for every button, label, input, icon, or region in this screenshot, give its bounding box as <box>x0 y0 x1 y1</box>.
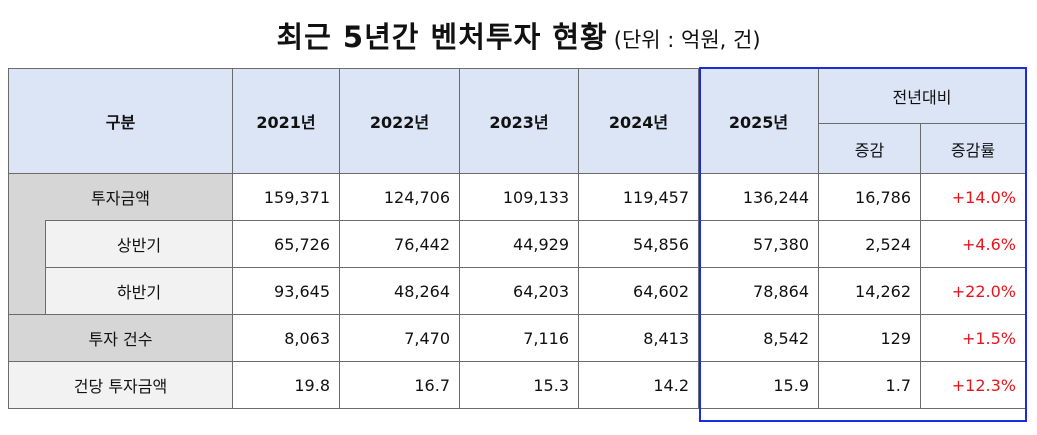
cell-change: 16,786 <box>818 173 921 221</box>
cell-value: 44,929 <box>459 220 579 268</box>
header-row-1: 구분 2021년 2022년 2023년 2024년 2025년 전년대비 <box>8 68 1026 174</box>
cell-value: 8,413 <box>578 314 699 362</box>
cell-value: 64,203 <box>459 267 579 315</box>
table-row: 하반기 93,645 48,264 64,203 64,602 78,864 1… <box>8 267 1026 315</box>
cell-value: 16.7 <box>339 361 460 409</box>
header-year-2024: 2024년 <box>578 68 699 174</box>
row-label: 하반기 <box>45 267 233 315</box>
cell-rate: +12.3% <box>920 361 1026 409</box>
cell-value: 7,470 <box>339 314 460 362</box>
row-label: 투자금액 <box>8 173 233 221</box>
header-category: 구분 <box>8 68 233 174</box>
header-year-2021: 2021년 <box>232 68 340 174</box>
cell-value: 14.2 <box>578 361 699 409</box>
cell-value: 8,063 <box>232 314 340 362</box>
header-year-2022: 2022년 <box>339 68 460 174</box>
cell-value: 64,602 <box>578 267 699 315</box>
row-label: 투자 건수 <box>8 314 233 362</box>
cell-value: 48,264 <box>339 267 460 315</box>
row-indent <box>8 220 46 268</box>
cell-value: 7,116 <box>459 314 579 362</box>
cell-value: 15.3 <box>459 361 579 409</box>
cell-rate: +1.5% <box>920 314 1026 362</box>
cell-value: 119,457 <box>578 173 699 221</box>
cell-value: 8,542 <box>698 314 819 362</box>
title-main: 최근 5년간 벤처투자 현황 <box>276 20 608 54</box>
cell-value: 136,244 <box>698 173 819 221</box>
venture-investment-table: 구분 2021년 2022년 2023년 2024년 2025년 전년대비 증감… <box>8 68 1026 409</box>
header-yoy-rate: 증감률 <box>920 123 1026 174</box>
cell-change: 129 <box>818 314 921 362</box>
table-row: 투자 건수 8,063 7,470 7,116 8,413 8,542 129 … <box>8 314 1026 362</box>
table-row: 상반기 65,726 76,442 44,929 54,856 57,380 2… <box>8 220 1026 268</box>
title-unit: (단위 : 억원, 건) <box>613 28 761 52</box>
cell-rate: +4.6% <box>920 220 1026 268</box>
header-year-2023: 2023년 <box>459 68 579 174</box>
cell-change: 2,524 <box>818 220 921 268</box>
cell-value: 15.9 <box>698 361 819 409</box>
row-label: 상반기 <box>45 220 233 268</box>
page-title: 최근 5년간 벤처투자 현황 (단위 : 억원, 건) <box>0 14 1037 56</box>
header-yoy-group: 전년대비 <box>818 68 1026 124</box>
cell-value: 93,645 <box>232 267 340 315</box>
header-yoy-change: 증감 <box>818 123 921 174</box>
cell-value: 124,706 <box>339 173 460 221</box>
cell-value: 78,864 <box>698 267 819 315</box>
cell-value: 54,856 <box>578 220 699 268</box>
cell-value: 19.8 <box>232 361 340 409</box>
table-row: 투자금액 159,371 124,706 109,133 119,457 136… <box>8 173 1026 221</box>
cell-value: 109,133 <box>459 173 579 221</box>
cell-change: 1.7 <box>818 361 921 409</box>
table-row: 건당 투자금액 19.8 16.7 15.3 14.2 15.9 1.7 +12… <box>8 361 1026 409</box>
cell-rate: +22.0% <box>920 267 1026 315</box>
header-year-2025: 2025년 <box>698 68 819 174</box>
cell-value: 65,726 <box>232 220 340 268</box>
cell-change: 14,262 <box>818 267 921 315</box>
cell-value: 159,371 <box>232 173 340 221</box>
row-indent <box>8 267 46 315</box>
cell-rate: +14.0% <box>920 173 1026 221</box>
row-label: 건당 투자금액 <box>8 361 233 409</box>
cell-value: 57,380 <box>698 220 819 268</box>
cell-value: 76,442 <box>339 220 460 268</box>
